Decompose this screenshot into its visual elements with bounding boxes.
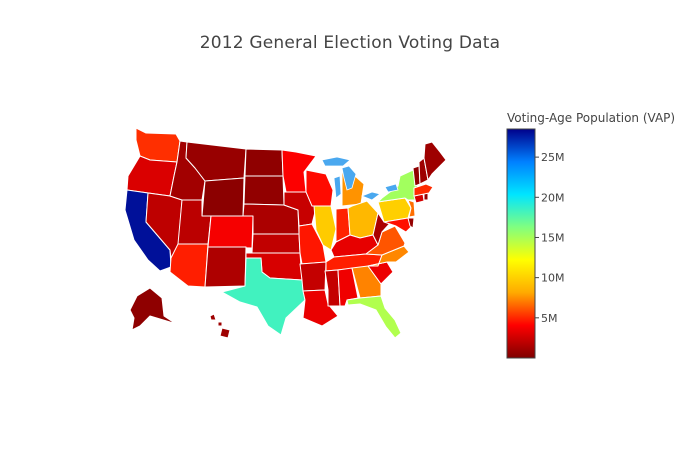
state-ar[interactable] [299,261,327,292]
great-lake [341,165,357,191]
chart-title: 2012 General Election Voting Data [199,33,501,53]
state-tx[interactable] [221,257,306,336]
state-ma[interactable] [413,183,434,197]
colorbar-tick-label: 20M [541,191,565,204]
colorbar-title: Voting-Age Population (VAP) [507,111,675,125]
great-lake [384,183,399,193]
state-mn[interactable] [281,149,317,193]
colorbar: Voting-Age Population (VAP) 5M 10M 15M 20M 2… [506,111,675,359]
great-lake [360,191,381,201]
state-sd[interactable] [243,175,285,206]
state-hi[interactable] [209,313,231,339]
state-fl[interactable] [346,295,402,339]
state-nj[interactable] [407,199,416,218]
state-or[interactable] [126,155,178,197]
colorbar-tick-label: 15M [541,231,565,244]
state-de[interactable] [407,217,415,229]
state-az[interactable] [169,243,209,288]
state-md[interactable] [383,217,413,233]
great-lake [333,175,342,199]
state-ms[interactable] [324,269,341,307]
state-wi[interactable] [305,169,334,207]
great-lake [321,156,351,167]
colorbar-tick-label: 10M [541,272,565,285]
state-wy[interactable] [201,177,245,217]
state-me[interactable] [423,141,447,181]
state-nd[interactable] [244,148,284,177]
usa-choropleth-map[interactable] [124,127,447,339]
colorbar-tick-label: 5M [541,312,558,325]
state-ak[interactable] [129,287,186,331]
state-co[interactable] [207,215,254,249]
state-ks[interactable] [251,233,301,254]
colorbar-gradient [506,128,536,359]
state-nm[interactable] [204,246,247,288]
colorbar-tick-label: 25M [541,151,565,164]
state-ny[interactable] [377,169,419,203]
state-la[interactable] [302,289,339,327]
